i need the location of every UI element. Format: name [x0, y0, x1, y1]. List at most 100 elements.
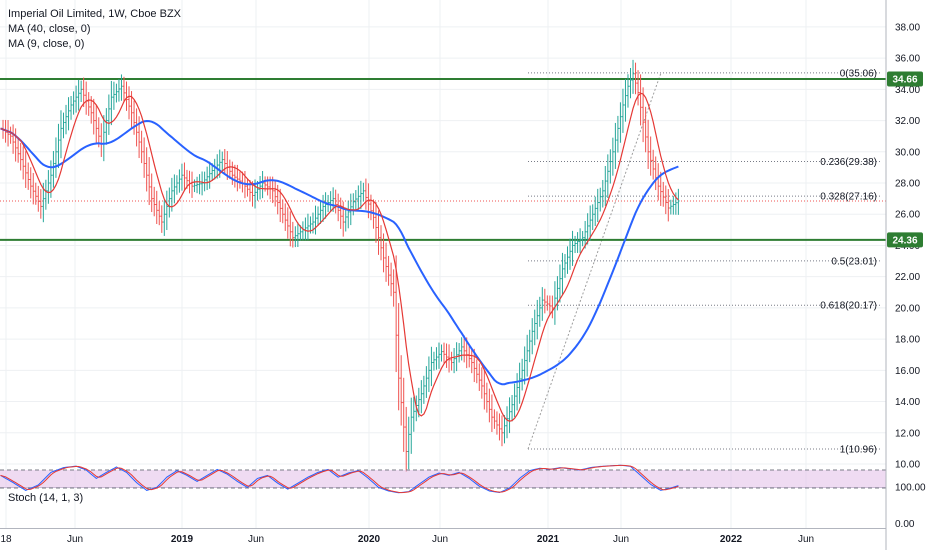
price-bar — [142, 137, 146, 178]
price-bar — [475, 359, 478, 384]
ma40-line[interactable] — [0, 119, 679, 386]
stochastic-axis[interactable]: 100.00 0.00 — [895, 483, 926, 531]
time-tick-label: 2022 — [720, 534, 743, 545]
price-bar — [331, 187, 335, 212]
price-tick-label: 12.00 — [895, 428, 920, 439]
price-tick-label: 18.00 — [895, 335, 920, 346]
price-bar — [528, 329, 531, 363]
price-bar — [178, 169, 181, 193]
time-axis[interactable]: 18 Jun 2019 Jun 2020 Jun 2021 Jun 2022 Jun — [0, 534, 814, 545]
fib-level-label: 0.328(27.16) — [820, 192, 877, 203]
price-bar — [407, 416, 410, 470]
price-bar — [32, 172, 35, 205]
price-bar — [533, 309, 536, 346]
price-bar — [498, 413, 501, 441]
price-bar — [659, 171, 662, 206]
price-bar — [188, 170, 191, 194]
price-bar — [432, 351, 436, 371]
price-bar — [82, 77, 85, 107]
price-bar — [92, 98, 95, 135]
price-bar — [24, 151, 27, 188]
price-bar — [425, 366, 428, 398]
price-bar — [213, 158, 216, 180]
price-bar — [223, 148, 226, 175]
price-bar — [566, 246, 569, 274]
price-tick-label: 14.00 — [895, 397, 920, 408]
ma9-line[interactable] — [0, 92, 679, 422]
price-bar — [37, 185, 40, 212]
price-bar — [505, 406, 509, 439]
fibonacci-retracement[interactable]: 0(35.06) 0.236(29.38) 0.328(27.16) 0.5(23.0… — [528, 68, 880, 456]
price-bar — [359, 180, 363, 210]
price-bar — [488, 388, 491, 423]
stochastic-d-line[interactable] — [0, 464, 679, 494]
price-bar — [102, 115, 106, 162]
ma40-legend[interactable]: MA (40, close, 0) — [8, 23, 91, 35]
price-bar — [405, 406, 408, 472]
price-bar — [147, 157, 151, 206]
price-bar — [364, 178, 368, 210]
price-bar — [319, 200, 322, 224]
price-bar — [329, 191, 332, 212]
price-bar — [160, 205, 163, 233]
price-bar — [203, 171, 206, 192]
stochastic-legend[interactable]: Stoch (14, 1, 3) — [8, 492, 84, 504]
price-bar — [289, 211, 292, 247]
price-bar — [281, 199, 284, 224]
price-bar — [74, 85, 78, 113]
price-bar — [573, 235, 577, 254]
price-bar — [173, 174, 176, 204]
fib-level-label: 0.618(20.17) — [820, 301, 877, 312]
price-bar — [412, 396, 415, 432]
price-bar — [72, 91, 75, 115]
price-tick-label: 20.00 — [895, 303, 920, 314]
price-level-badge — [887, 232, 923, 248]
price-bar — [541, 287, 544, 321]
price-bar — [594, 196, 597, 227]
price-bar — [531, 318, 534, 355]
chart-title[interactable]: Imperial Oil Limited, 1W, Cboe BZX — [8, 8, 182, 20]
price-bar — [165, 190, 169, 231]
price-bar — [39, 189, 43, 219]
stochastic-pane — [0, 464, 886, 494]
price-bar — [97, 117, 100, 148]
price-bar — [251, 181, 254, 207]
price-bar — [662, 181, 665, 207]
price-bar — [44, 179, 48, 210]
price-bar — [558, 264, 562, 303]
price-level-badge-label: 24.36 — [892, 235, 917, 246]
price-bar — [639, 74, 642, 126]
price-bar — [87, 92, 90, 116]
price-bar — [399, 355, 403, 426]
price-bar — [616, 115, 620, 153]
price-bar — [158, 201, 161, 226]
price-bar — [14, 128, 17, 162]
price-bar — [62, 112, 65, 139]
price-bar — [460, 337, 463, 361]
price-bar — [9, 126, 12, 144]
price-bar — [84, 81, 88, 115]
time-tick-label: 2019 — [171, 534, 194, 545]
price-bar — [546, 295, 549, 311]
price-bar — [503, 415, 506, 444]
price-bar — [599, 187, 602, 212]
price-bar — [435, 347, 438, 370]
price-bar — [604, 166, 607, 206]
price-bar — [667, 189, 670, 222]
price-bar — [626, 74, 630, 108]
ma9-legend[interactable]: MA (9, close, 0) — [8, 38, 85, 50]
fibonacci-trend-line[interactable] — [527, 72, 662, 450]
horizontal-levels[interactable] — [0, 78, 886, 241]
price-bar — [195, 176, 199, 194]
price-bar — [669, 199, 673, 215]
price-bar — [314, 205, 317, 235]
price-bar — [619, 102, 622, 143]
price-bar — [301, 221, 305, 241]
price-bar — [651, 149, 655, 180]
price-bar — [490, 394, 494, 432]
price-bar — [621, 88, 625, 133]
price-bar — [125, 81, 128, 111]
price-bar — [67, 97, 70, 131]
price-bar — [536, 299, 539, 340]
